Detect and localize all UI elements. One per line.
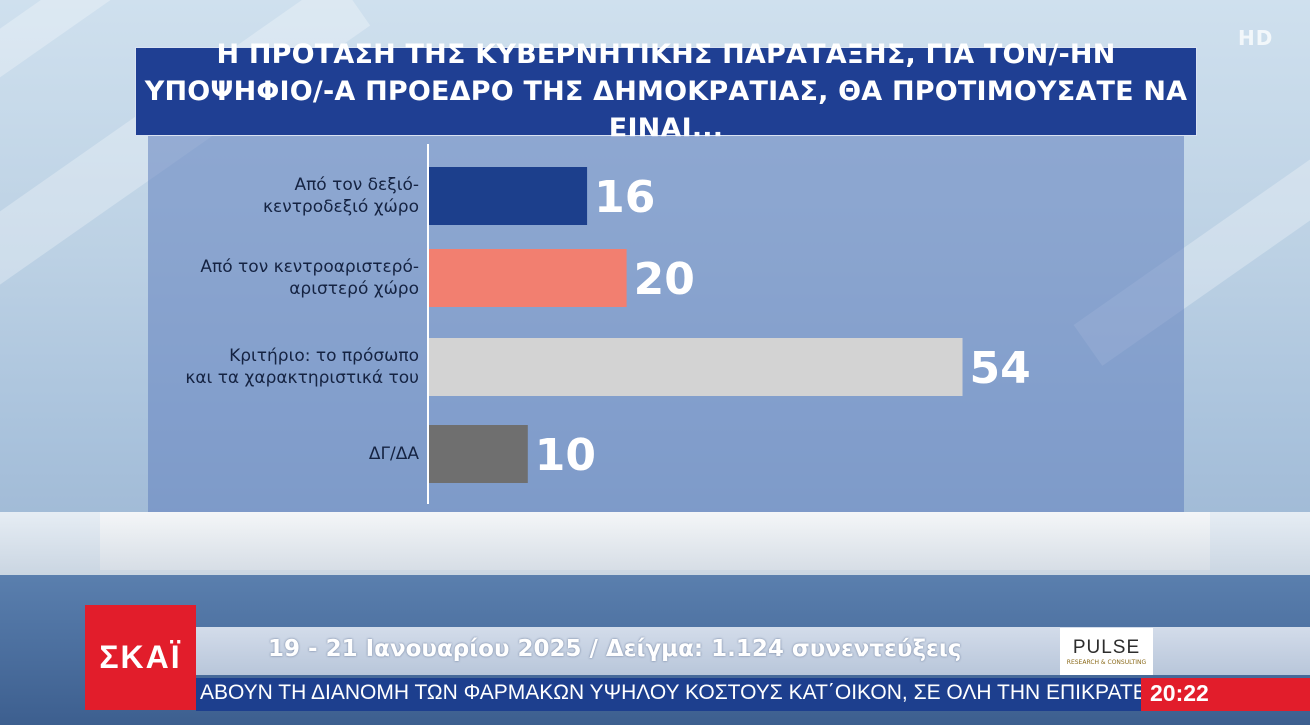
- category-label-line: και τα χαρακτηριστικά του: [185, 368, 419, 388]
- category-label-line: Από τον κεντροαριστερό-: [200, 257, 419, 277]
- category-label: Από τον δεξιό-κεντροδεξιό χώρο: [129, 174, 419, 218]
- clock-text: 20:22: [1150, 680, 1209, 706]
- pollster-logo-text: PULSE: [1072, 637, 1141, 658]
- bar: [429, 167, 588, 225]
- hd-logo: HD: [1238, 26, 1274, 50]
- chart-title-line-2: ΥΠΟΨΗΦΙΟ/-Α ΠΡΟΕΔΡΟ ΤΗΣ ΔΗΜΟΚΡΑΤΙΑΣ, ΘΑ …: [144, 76, 1188, 144]
- bar-chart: 16 20 54 10: [427, 144, 1031, 504]
- category-label-line: Κριτήριο: το πρόσωπο: [229, 346, 419, 366]
- clock-box: [1141, 678, 1310, 711]
- category-label: Κριτήριο: το πρόσωπο και τα χαρακτηριστικ…: [129, 345, 419, 389]
- channel-logo: ΣΚΑΪ: [85, 605, 196, 710]
- pollster-logo-subtext: RESEARCH & CONSULTING: [1066, 659, 1147, 666]
- chart-title-banner: Η ΠΡΟΤΑΣΗ ΤΗΣ ΚΥΒΕΡΝΗΤΙΚΗΣ ΠΑΡΑΤΑΞΗΣ, ΓΙ…: [135, 39, 1197, 144]
- bar: [429, 338, 963, 396]
- data-label: 54: [970, 343, 1031, 394]
- data-label: 20: [634, 254, 695, 305]
- category-label: Από τον κεντροαριστερό-αριστερό χώρο: [129, 256, 419, 300]
- data-label: 10: [535, 430, 596, 481]
- bar: [429, 425, 528, 483]
- news-ticker-text: ΑΒΟΥΝ ΤΗ ΔΙΑΝΟΜΗ ΤΩΝ ΦΑΡΜΑΚΩΝ ΥΨΗΛΟΥ ΚΟΣ…: [200, 681, 1141, 704]
- poll-info-text: 19 - 21 Ιανουαρίου 2025 / Δείγμα: 1.124 …: [268, 636, 962, 662]
- chart-title-line-1: Η ΠΡΟΤΑΣΗ ΤΗΣ ΚΥΒΕΡΝΗΤΙΚΗΣ ΠΑΡΑΤΑΞΗΣ, ΓΙ…: [216, 39, 1116, 70]
- chart-panel: 16 20 54 10: [148, 136, 1184, 512]
- stage-floor-top: [100, 512, 1210, 570]
- data-label: 16: [594, 172, 655, 223]
- category-label-line: αριστερό χώρο: [289, 279, 419, 299]
- bar: [429, 249, 627, 307]
- category-label-line: κεντροδεξιό χώρο: [262, 197, 419, 217]
- news-ticker: ΑΒΟΥΝ ΤΗ ΔΙΑΝΟΜΗ ΤΩΝ ΦΑΡΜΑΚΩΝ ΥΨΗΛΟΥ ΚΟΣ…: [196, 678, 1141, 711]
- pollster-logo: PULSE RESEARCH & CONSULTING: [1060, 628, 1153, 675]
- category-label-line: Από τον δεξιό-: [294, 175, 419, 195]
- category-label: ΔΓ/ΔΑ: [129, 443, 419, 465]
- category-label-line: ΔΓ/ΔΑ: [368, 444, 419, 464]
